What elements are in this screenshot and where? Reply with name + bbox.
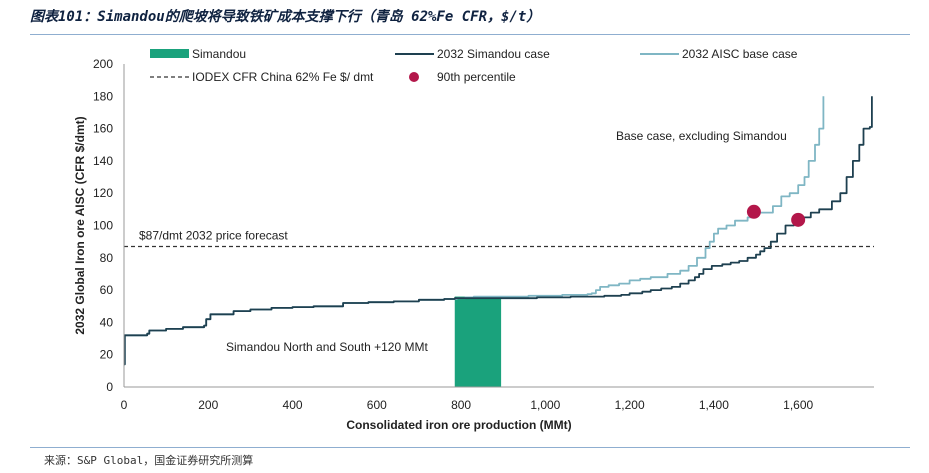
percentile-dot-2: [791, 212, 806, 227]
y-tick-label: 60: [100, 283, 114, 297]
legend-simandou-label: Simandou: [192, 47, 246, 61]
x-tick-label: 1,200: [615, 398, 645, 412]
x-tick-label: 1,000: [530, 398, 560, 412]
y-tick-label: 140: [93, 154, 113, 168]
x-tick-label: 600: [367, 398, 387, 412]
y-tick-label: 120: [93, 186, 113, 200]
y-tick-label: 20: [100, 348, 114, 362]
legend-base-case-label: 2032 AISC base case: [682, 47, 798, 61]
legend-simandou-case-label: 2032 Simandou case: [437, 47, 550, 61]
legend-percentile-label: 90th percentile: [437, 70, 516, 84]
source-note: 来源：S&P Global，国金证券研究所测算: [44, 454, 254, 467]
y-tick-label: 40: [100, 315, 114, 329]
figure-title: 图表101：Simandou的爬坡将导致铁矿成本支撑下行（青岛 62%Fe CF…: [30, 9, 541, 25]
y-axis-title: 2032 Global Iron ore AISC (CFR $/dmt): [73, 116, 87, 334]
percentile-dot-1: [746, 204, 761, 219]
y-tick-label: 200: [93, 57, 113, 71]
legend-simandou-swatch: [150, 49, 189, 58]
y-tick-label: 160: [93, 122, 113, 136]
simandou-annotation: Simandou North and South +120 MMt: [226, 340, 428, 354]
price-forecast-label: $87/dmt 2032 price forecast: [139, 228, 288, 242]
top-rule: [30, 34, 910, 35]
y-tick-label: 180: [93, 89, 113, 103]
y-tick-label: 100: [93, 219, 113, 233]
x-tick-label: 1,600: [783, 398, 813, 412]
base-case-annotation: Base case, excluding Simandou: [616, 129, 787, 143]
legend-iodex-label: IODEX CFR China 62% Fe $/ dmt: [192, 70, 374, 84]
y-tick-label: 80: [100, 251, 114, 265]
x-tick-label: 0: [121, 398, 128, 412]
simandou-bar: [454, 296, 502, 387]
x-tick-label: 200: [198, 398, 218, 412]
legend-percentile-swatch: [409, 72, 419, 82]
x-tick-label: 800: [451, 398, 471, 412]
x-tick-label: 400: [283, 398, 303, 412]
x-tick-label: 1,400: [699, 398, 729, 412]
simandou-case-line: [123, 96, 873, 366]
x-axis-title: Consolidated iron ore production (MMt): [346, 418, 571, 432]
bottom-rule: [30, 447, 910, 448]
y-tick-label: 0: [106, 380, 113, 394]
